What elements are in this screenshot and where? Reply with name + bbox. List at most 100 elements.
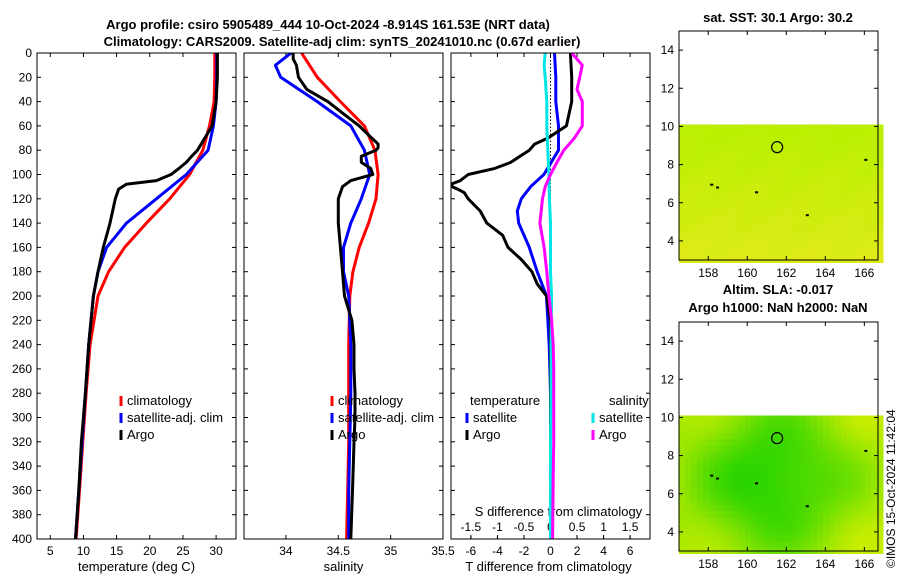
map-field-cell [817,541,824,548]
map-field-cell [871,208,878,215]
map-field-cell [715,160,722,167]
map-field-cell [871,124,878,131]
map-lat-tick-label: 12 [661,372,675,386]
map-field-cell [703,475,710,482]
map-field-cell [703,505,710,512]
map-field-cell [877,142,884,149]
map-field-cell [841,214,848,221]
map-field-cell [751,184,758,191]
map-field-cell [697,166,704,173]
map-field-cell [727,415,734,422]
map-field-cell [703,232,710,239]
map-field-cell [691,523,698,530]
map-field-cell [763,535,770,542]
map-field-cell [733,208,740,215]
map-field-cell [745,541,752,548]
map-field-cell [871,535,878,542]
map-field-cell [727,493,734,500]
map-field-cell [841,535,848,542]
map-field-cell [775,160,782,167]
map-field-cell [679,415,686,422]
map-field-cell [865,439,872,446]
map-field-cell [823,415,830,422]
map-field-cell [787,415,794,422]
map-field-cell [793,505,800,512]
map-field-cell [751,439,758,446]
map-field-cell [817,529,824,536]
map-field-cell [799,136,806,143]
map-field-cell [775,220,782,227]
map-field-cell [709,523,716,530]
map-field-cell [697,493,704,500]
depth-tick-label: 60 [19,119,33,133]
map-field-cell [721,463,728,470]
map-field-cell [829,142,836,149]
map-field-cell [799,517,806,524]
map-field-cell [793,511,800,518]
map-field-cell [799,148,806,155]
map-field-cell [793,154,800,161]
map-field-cell [817,493,824,500]
depth-tick-label: 20 [19,70,33,84]
map-field-cell [757,124,764,131]
map-field-cell [739,232,746,239]
map-field-cell [751,469,758,476]
map-field-cell [799,184,806,191]
map-field-cell [835,493,842,500]
temp-x-tick-label: 20 [143,544,157,558]
temperature-profile-panel: 0204060801001201401601802002202402602803… [12,46,237,574]
map-field-cell [811,493,818,500]
map-field-cell [739,451,746,458]
map-field-cell [721,499,728,506]
map-field-cell [703,184,710,191]
map-field-cell [685,178,692,185]
map-field-cell [757,487,764,494]
map-field-cell [697,244,704,251]
map-field-cell [691,451,698,458]
map-field-cell [835,232,842,239]
map-field-cell [811,451,818,458]
map-field-cell [781,415,788,422]
map-field-cell [835,463,842,470]
map-field-cell [847,415,854,422]
map-lat-tick-label: 10 [661,410,675,424]
map-field-cell [739,238,746,245]
map-field-cell [775,136,782,143]
map-field-cell [817,136,824,143]
map-field-cell [697,523,704,530]
map-field-cell [721,124,728,131]
map-field-cell [787,250,794,257]
map-field-cell [691,427,698,434]
map-field-cell [811,415,818,422]
map-field-cell [739,190,746,197]
map-field-cell [799,535,806,542]
map-field-cell [715,493,722,500]
map-field-cell [835,529,842,536]
map-field-cell [769,457,776,464]
map-field-cell [763,178,770,185]
map-field-cell [715,178,722,185]
map-field-cell [685,154,692,161]
map-field-cell [763,124,770,131]
map-field-cell [853,148,860,155]
map-field-cell [835,160,842,167]
map-field-cell [739,196,746,203]
map-field-cell [739,469,746,476]
map-field-cell [739,415,746,422]
map-field-cell [709,238,716,245]
map-field-cell [781,433,788,440]
map-field-cell [787,451,794,458]
temp-legend-item-label: Argo [127,427,154,442]
map-field-cell [793,451,800,458]
map-field-cell [853,196,860,203]
map-field-cell [727,148,734,155]
map-field-cell [865,517,872,524]
map-field-cell [859,505,866,512]
map-field-cell [751,499,758,506]
map-field-cell [733,421,740,428]
map-field-cell [775,529,782,536]
map-field-cell [853,481,860,488]
map-field-cell [781,220,788,227]
map-field-cell [799,196,806,203]
map-field-cell [877,463,884,470]
